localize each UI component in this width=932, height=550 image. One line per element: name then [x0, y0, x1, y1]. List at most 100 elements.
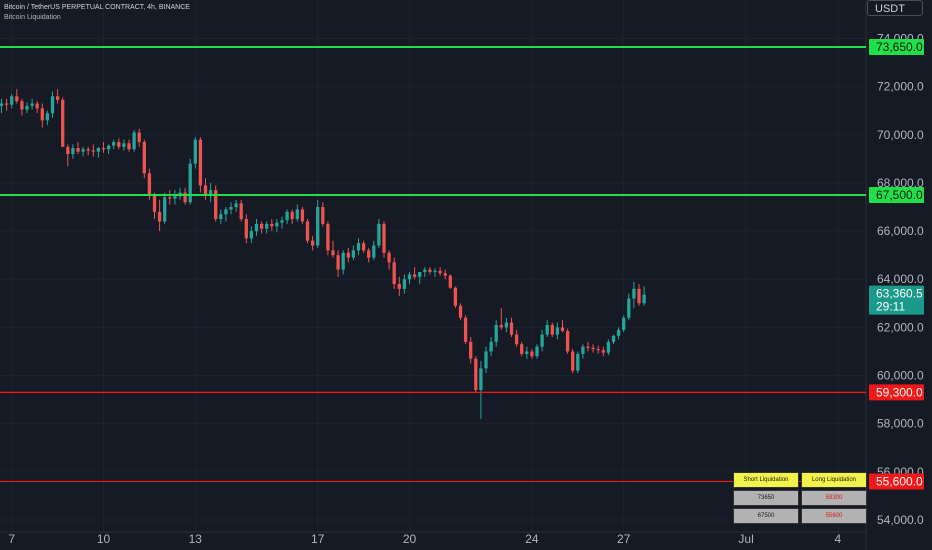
candle[interactable]	[295, 209, 299, 220]
candle[interactable]	[418, 272, 422, 277]
candle[interactable]	[285, 211, 289, 221]
candle[interactable]	[117, 142, 121, 147]
candle[interactable]	[254, 223, 259, 232]
candle[interactable]	[55, 96, 60, 100]
candle[interactable]	[428, 269, 432, 273]
candle[interactable]	[173, 196, 177, 199]
candle[interactable]	[35, 103, 39, 109]
candle[interactable]	[479, 368, 483, 390]
candle[interactable]	[239, 203, 243, 220]
candle[interactable]	[433, 270, 437, 273]
candle[interactable]	[15, 96, 19, 102]
candle[interactable]	[565, 330, 570, 352]
candle[interactable]	[637, 288, 641, 304]
candle[interactable]	[525, 351, 529, 354]
indicator-name[interactable]: Bitcoin Liquidation	[4, 14, 61, 21]
candle[interactable]	[458, 305, 463, 318]
candle[interactable]	[407, 274, 412, 280]
candle[interactable]	[627, 298, 631, 318]
candle[interactable]	[203, 185, 208, 195]
candle[interactable]	[234, 203, 238, 208]
candle[interactable]	[560, 327, 565, 331]
candle[interactable]	[4, 103, 9, 105]
candle[interactable]	[326, 223, 330, 251]
candle[interactable]	[142, 142, 146, 174]
candle[interactable]	[0, 103, 4, 106]
candle[interactable]	[147, 173, 152, 195]
candle[interactable]	[423, 269, 427, 273]
candle[interactable]	[71, 148, 75, 155]
candle[interactable]	[137, 132, 141, 143]
candle[interactable]	[372, 245, 376, 258]
candle[interactable]	[596, 349, 600, 351]
candle[interactable]	[514, 334, 519, 345]
candle[interactable]	[30, 103, 34, 106]
candle[interactable]	[244, 219, 248, 239]
candle[interactable]	[316, 207, 320, 246]
candle[interactable]	[632, 288, 636, 299]
candle[interactable]	[265, 223, 269, 229]
candle[interactable]	[489, 341, 493, 352]
candle[interactable]	[412, 274, 417, 277]
candle[interactable]	[606, 341, 611, 353]
candle[interactable]	[81, 149, 85, 152]
candle[interactable]	[86, 149, 90, 151]
candle[interactable]	[494, 324, 498, 342]
candle[interactable]	[499, 324, 503, 328]
candle[interactable]	[224, 209, 228, 215]
candle[interactable]	[208, 190, 213, 195]
candle[interactable]	[361, 243, 366, 251]
candle[interactable]	[397, 284, 401, 289]
currency-unit-button[interactable]: USDT	[867, 0, 923, 16]
candle[interactable]	[193, 139, 197, 164]
candle[interactable]	[581, 346, 585, 354]
candle[interactable]	[229, 207, 233, 210]
candle[interactable]	[443, 273, 447, 276]
candle[interactable]	[127, 143, 131, 150]
candle[interactable]	[157, 211, 162, 222]
candle[interactable]	[571, 351, 575, 371]
candle[interactable]	[504, 322, 509, 328]
candle[interactable]	[20, 101, 24, 110]
candle[interactable]	[336, 255, 340, 270]
candle[interactable]	[509, 322, 514, 335]
candle[interactable]	[183, 192, 187, 203]
candle[interactable]	[377, 223, 381, 246]
candle[interactable]	[448, 275, 452, 288]
candle[interactable]	[622, 317, 626, 330]
candle[interactable]	[474, 358, 478, 390]
candle[interactable]	[341, 252, 345, 270]
candle[interactable]	[270, 223, 274, 227]
candle[interactable]	[163, 197, 167, 222]
candle[interactable]	[66, 146, 70, 155]
candle[interactable]	[249, 231, 254, 239]
candle[interactable]	[61, 99, 65, 147]
candle[interactable]	[45, 113, 50, 121]
candle[interactable]	[321, 207, 325, 224]
candle[interactable]	[616, 329, 621, 336]
candle[interactable]	[601, 350, 605, 353]
candle[interactable]	[545, 324, 549, 335]
candle[interactable]	[198, 139, 203, 186]
candle[interactable]	[214, 190, 218, 220]
candle[interactable]	[438, 270, 442, 274]
candle[interactable]	[280, 220, 284, 223]
candle[interactable]	[50, 96, 55, 114]
candle[interactable]	[106, 145, 111, 150]
candle[interactable]	[382, 223, 386, 253]
candle[interactable]	[275, 222, 279, 227]
candle[interactable]	[642, 294, 646, 304]
candle[interactable]	[40, 108, 44, 121]
candle[interactable]	[132, 132, 136, 150]
candle[interactable]	[540, 334, 544, 347]
candle[interactable]	[152, 194, 157, 212]
candle[interactable]	[331, 250, 335, 256]
candle[interactable]	[402, 279, 407, 289]
candle[interactable]	[219, 214, 223, 220]
candle[interactable]	[112, 142, 116, 146]
candle[interactable]	[346, 252, 350, 258]
candle[interactable]	[351, 250, 356, 258]
candle[interactable]	[535, 346, 539, 357]
